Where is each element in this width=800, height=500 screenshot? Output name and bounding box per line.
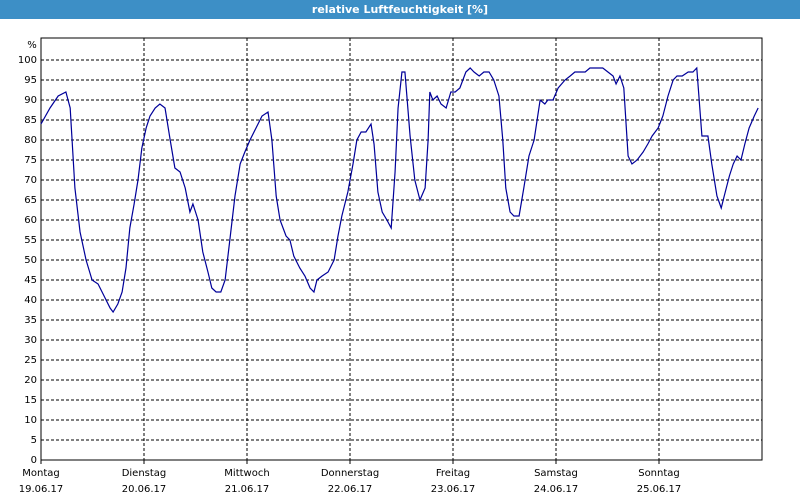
x-tick-label: Samstag <box>534 468 578 479</box>
title-bar <box>0 0 800 19</box>
x-tick-label: Sonntag <box>638 468 680 479</box>
y-tick-label: 70 <box>24 175 37 186</box>
x-tick-date: 24.06.17 <box>534 484 579 495</box>
y-tick-label: 75 <box>24 155 37 166</box>
y-axis-label: % <box>27 40 37 51</box>
y-tick-label: 100 <box>18 55 37 66</box>
y-tick-label: 25 <box>24 355 37 366</box>
y-tick-label: 60 <box>24 215 37 226</box>
y-tick-label: 20 <box>24 375 37 386</box>
y-tick-label: 85 <box>24 115 37 126</box>
x-tick-date: 21.06.17 <box>225 484 270 495</box>
y-tick-label: 80 <box>24 135 37 146</box>
y-tick-label: 65 <box>24 195 37 206</box>
y-tick-label: 90 <box>24 95 37 106</box>
y-tick-label: 5 <box>31 435 37 446</box>
x-tick-label: Montag <box>22 468 59 479</box>
y-tick-label: 35 <box>24 315 37 326</box>
y-tick-label: 95 <box>24 75 37 86</box>
x-tick-date: 25.06.17 <box>637 484 682 495</box>
x-tick-label: Mittwoch <box>224 468 269 479</box>
x-tick-date: 22.06.17 <box>328 484 373 495</box>
y-tick-label: 30 <box>24 335 37 346</box>
x-tick-date: 19.06.17 <box>19 484 64 495</box>
x-tick-label: Dienstag <box>122 468 167 479</box>
data-line <box>40 66 759 314</box>
x-tick-date: 23.06.17 <box>431 484 476 495</box>
x-tick-date: 20.06.17 <box>122 484 167 495</box>
chart-title: relative Luftfeuchtigkeit [%] <box>312 3 488 16</box>
y-tick-label: 55 <box>24 235 37 246</box>
y-tick-label: 0 <box>31 455 37 466</box>
y-tick-label: 50 <box>24 255 37 266</box>
y-tick-label: 15 <box>24 395 37 406</box>
y-tick-label: 10 <box>24 415 37 426</box>
y-tick-label: 40 <box>24 295 37 306</box>
x-tick-label: Freitag <box>436 468 470 479</box>
plot-area <box>40 37 763 461</box>
y-tick-label: 45 <box>24 275 37 286</box>
x-tick-label: Donnerstag <box>321 468 379 479</box>
